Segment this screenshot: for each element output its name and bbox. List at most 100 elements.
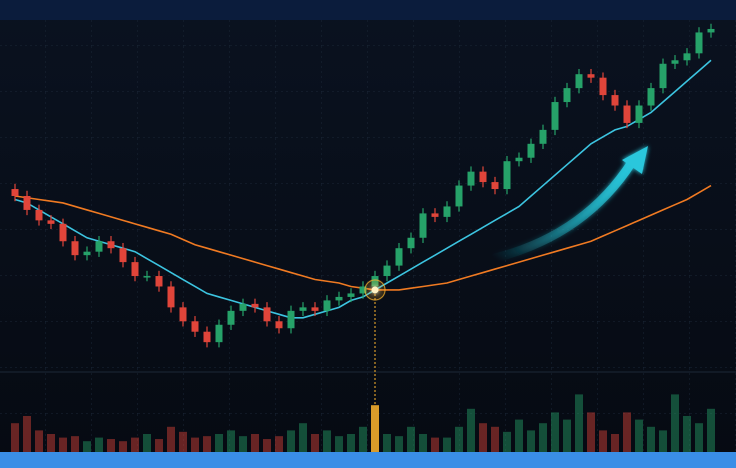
volume-bar — [179, 431, 187, 452]
candle-body — [311, 307, 319, 311]
volume-bar — [263, 439, 271, 452]
volume-bar — [371, 405, 379, 452]
volume-bar — [131, 437, 139, 452]
volume-bar — [695, 423, 703, 452]
volume-bar — [407, 426, 415, 452]
candle-body — [35, 209, 43, 221]
volume-bar — [527, 430, 535, 452]
candle-body — [587, 74, 595, 78]
volume-bar — [431, 437, 439, 452]
candle-body — [359, 286, 367, 294]
volume-bar — [143, 434, 151, 452]
candle-body — [683, 53, 691, 61]
candle-body — [395, 248, 403, 266]
candle-body — [203, 331, 211, 343]
candle-body — [575, 74, 583, 89]
candle-body — [467, 171, 475, 186]
trend-arrow-head — [622, 146, 648, 174]
candle-body — [263, 307, 271, 322]
volume-bar — [539, 423, 547, 452]
candle-body — [707, 28, 715, 33]
candle-body — [503, 161, 511, 190]
candle-body — [419, 213, 427, 238]
volume-bar — [251, 434, 259, 452]
volume-bar — [323, 430, 331, 452]
candle-body — [143, 276, 151, 278]
volume-bar — [299, 423, 307, 452]
candle-body — [347, 293, 355, 297]
volume-bar — [167, 426, 175, 452]
candle-body — [71, 241, 79, 256]
candle-body — [479, 171, 487, 183]
volume-bar — [287, 430, 295, 452]
volume-bar — [623, 412, 631, 452]
volume-bar — [107, 439, 115, 452]
candle-body — [563, 88, 571, 103]
volume-bar — [359, 426, 367, 452]
volume-bar — [395, 436, 403, 452]
candle-body — [455, 185, 463, 207]
volume-bar — [575, 394, 583, 452]
volume-bar — [155, 439, 163, 452]
candle-body — [647, 88, 655, 106]
candle-body — [431, 213, 439, 217]
candle-body — [215, 324, 223, 343]
volume-bar — [587, 412, 595, 452]
volume-bar — [707, 408, 715, 452]
volume-bar — [335, 436, 343, 452]
volume-bar — [35, 430, 43, 452]
candle-body — [287, 310, 295, 329]
highlight-ring — [364, 279, 386, 301]
candle-body — [551, 102, 559, 130]
volume-bar — [83, 441, 91, 452]
candle-body — [671, 60, 679, 64]
volume-bar — [95, 437, 103, 452]
volume-bar — [203, 436, 211, 452]
candle-body — [443, 206, 451, 217]
candle-body — [179, 307, 187, 322]
volume-bar — [659, 430, 667, 452]
volume-bar — [191, 437, 199, 452]
volume-bar — [671, 394, 679, 452]
volume-bar — [455, 426, 463, 452]
trend-arrow — [490, 157, 637, 263]
candle-body — [239, 303, 247, 311]
volume-bar — [647, 426, 655, 452]
volume-bar — [383, 434, 391, 452]
volume-bar — [563, 419, 571, 452]
candle-body — [95, 241, 103, 252]
bottom-bar — [0, 452, 736, 468]
volume-bar — [551, 412, 559, 452]
volume-bar — [215, 434, 223, 452]
candle-body — [191, 321, 199, 332]
top-bar — [0, 0, 736, 20]
volume-bar — [239, 436, 247, 452]
volume-bar — [119, 441, 127, 452]
candle-body — [491, 182, 499, 190]
volume-bar — [419, 434, 427, 452]
volume-bar — [599, 430, 607, 452]
candle-body — [515, 157, 523, 162]
candle-body — [695, 32, 703, 54]
candle-body — [611, 95, 619, 106]
volume-bar — [227, 430, 235, 452]
candle-body — [407, 237, 415, 249]
candle-body — [11, 189, 19, 196]
candle-body — [107, 241, 115, 249]
candle-body — [167, 286, 175, 308]
candle-body — [335, 296, 343, 301]
candle-body — [83, 251, 91, 256]
candle-body — [323, 300, 331, 311]
candle-body — [23, 196, 31, 210]
candle-body — [371, 276, 379, 287]
volume-bar — [59, 437, 67, 452]
volume-bar — [311, 434, 319, 452]
candle-body — [635, 105, 643, 123]
volume-bar — [491, 426, 499, 452]
volume-bar — [275, 436, 283, 452]
volume-bar — [503, 431, 511, 452]
candle-body — [275, 321, 283, 329]
grid — [0, 20, 736, 452]
volume-bar — [635, 419, 643, 452]
candle-body — [383, 265, 391, 277]
